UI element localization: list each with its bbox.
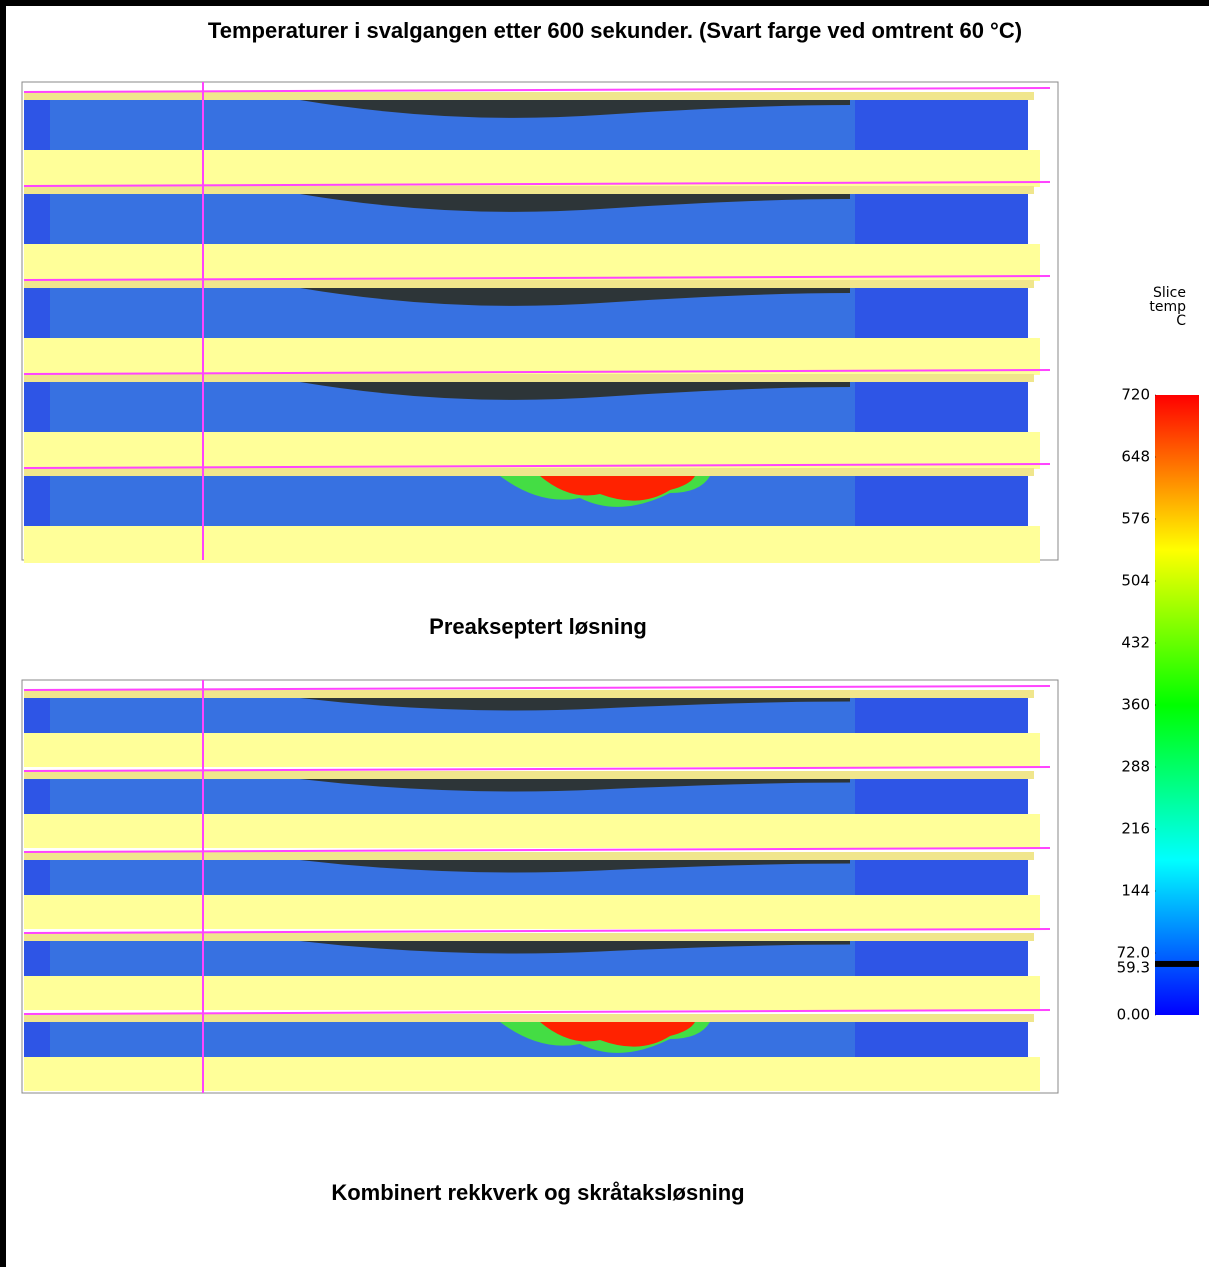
yellow-strip: [24, 374, 1034, 382]
balcony: [24, 526, 1040, 563]
balcony: [24, 976, 1040, 1010]
colorbar-tick-label: 0.00: [1117, 1006, 1150, 1024]
colorbar-tick-label: 720: [1121, 386, 1150, 404]
balcony: [24, 733, 1040, 767]
marker-label: 59.3: [1117, 958, 1150, 976]
panel-1: [22, 82, 1058, 563]
colorbar-label: C: [1176, 313, 1186, 329]
balcony: [24, 150, 1040, 187]
left-border: [0, 0, 6, 1267]
balcony: [24, 432, 1040, 469]
yellow-strip: [24, 771, 1034, 779]
colorbar-tick-label: 576: [1121, 510, 1150, 528]
figure-title: Temperaturer i svalgangen etter 600 seku…: [208, 18, 1022, 43]
balcony: [24, 1057, 1040, 1091]
panel-caption: Kombinert rekkverk og skråtaksløsning: [331, 1180, 744, 1205]
yellow-strip: [24, 1014, 1034, 1022]
yellow-strip: [24, 280, 1034, 288]
page: Temperaturer i svalgangen etter 600 seku…: [0, 0, 1209, 1267]
panel-2: [22, 680, 1058, 1093]
yellow-strip: [24, 186, 1034, 194]
colorbar-ramp: [1155, 395, 1199, 1015]
yellow-strip: [24, 468, 1034, 476]
balcony: [24, 895, 1040, 929]
panel-caption: Preakseptert løsning: [429, 614, 647, 639]
yellow-strip: [24, 690, 1034, 698]
balcony: [24, 244, 1040, 281]
yellow-strip: [24, 933, 1034, 941]
colorbar-tick-label: 288: [1121, 758, 1150, 776]
colorbar-tick-label: 360: [1121, 696, 1150, 714]
colorbar-tick-label: 504: [1121, 572, 1150, 590]
top-border: [0, 0, 1209, 6]
balcony: [24, 814, 1040, 848]
yellow-strip: [24, 852, 1034, 860]
colorbar-tick-label: 432: [1121, 634, 1150, 652]
yellow-strip: [24, 92, 1034, 100]
colorbar-tick-label: 648: [1121, 448, 1150, 466]
marker-line: [1155, 961, 1199, 967]
colorbar: SlicetempC72064857650443236028821614472.…: [1117, 285, 1199, 1024]
colorbar-tick-label: 144: [1121, 882, 1150, 900]
colorbar-tick-label: 216: [1121, 820, 1150, 838]
balcony: [24, 338, 1040, 375]
